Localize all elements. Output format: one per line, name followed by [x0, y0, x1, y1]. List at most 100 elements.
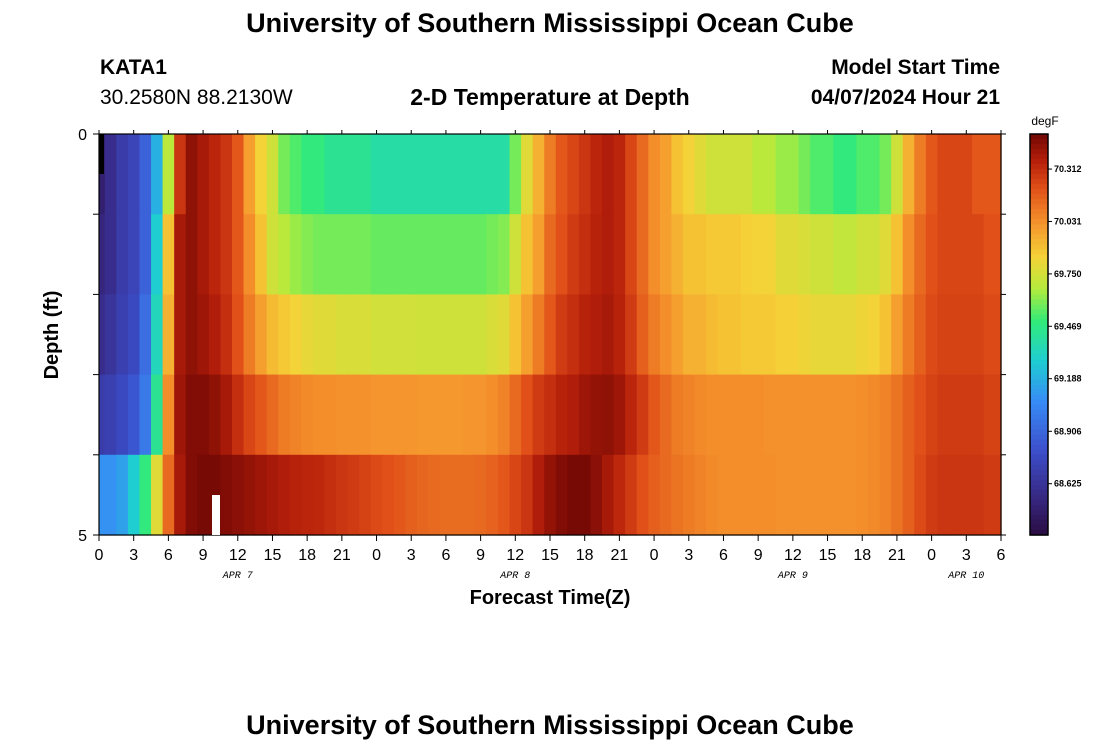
- heatmap-cell: [359, 134, 372, 215]
- heatmap-cell: [948, 214, 962, 295]
- bottom-title: University of Southern Mississippi Ocean…: [246, 710, 854, 740]
- heatmap-cell: [948, 294, 962, 376]
- heatmap-cell: [532, 134, 545, 215]
- heatmap-cell: [810, 214, 823, 295]
- heatmap-cell: [393, 134, 407, 215]
- gap-marker: [212, 495, 220, 535]
- heatmap-cell: [636, 374, 649, 456]
- heatmap-cell: [729, 294, 742, 376]
- colorbar-segment: [1030, 419, 1048, 426]
- heatmap-cell: [497, 454, 511, 536]
- heatmap-cell: [821, 454, 834, 536]
- heatmap-cell: [602, 294, 615, 376]
- y-axis: 05: [78, 127, 1006, 545]
- heatmap-cell: [787, 294, 800, 376]
- colorbar-segment: [1030, 364, 1048, 371]
- x-tick-label: 18: [298, 547, 316, 564]
- colorbar-segment: [1030, 474, 1048, 481]
- surface-marker: [99, 134, 104, 174]
- heatmap-cell: [856, 294, 869, 376]
- heatmap-cell: [798, 454, 811, 536]
- heatmap-cell: [717, 294, 730, 376]
- colorbar-segment: [1030, 234, 1048, 240]
- colorbar: 70.312 70.031 69.750 69.469 69.188 68.906 68.6…: [1029, 133, 1082, 536]
- heatmap-cell: [729, 374, 742, 456]
- colorbar-segment: [1030, 494, 1048, 501]
- heatmap-cell: [243, 214, 256, 295]
- heatmap-cell: [139, 454, 152, 536]
- heatmap-cell: [359, 454, 372, 536]
- heatmap-cell: [729, 214, 742, 295]
- heatmap-cell: [995, 214, 1002, 295]
- heatmap-cell: [868, 214, 881, 295]
- heatmap-cell: [486, 294, 499, 376]
- heatmap-cell: [289, 134, 302, 215]
- colorbar-tick-label: 70.312: [1054, 164, 1082, 174]
- heatmap-cell: [544, 454, 557, 536]
- heatmap-cell: [451, 214, 464, 295]
- day-label: APR 7: [222, 571, 253, 582]
- heatmap-cell: [451, 374, 464, 456]
- heatmap-cell: [324, 294, 337, 376]
- heatmap-cell: [925, 134, 938, 215]
- heatmap-cell: [220, 134, 233, 215]
- station-id: KATA1: [100, 56, 167, 79]
- heatmap-cell: [197, 294, 210, 376]
- colorbar-segment: [1030, 289, 1048, 295]
- heatmap-cell: [613, 214, 626, 295]
- heatmap-cell: [116, 374, 129, 456]
- heatmap-cell: [821, 294, 834, 376]
- heatmap-cell: [810, 374, 823, 456]
- heatmap-cell: [301, 454, 314, 536]
- heatmap-cell: [856, 374, 869, 456]
- heatmap-cell: [717, 454, 730, 536]
- heatmap-cell: [162, 374, 175, 456]
- heatmap-cell: [336, 454, 349, 536]
- heatmap-cell: [382, 374, 395, 456]
- heatmap-cell: [983, 294, 996, 376]
- heatmap-cell: [902, 454, 915, 536]
- x-tick-label: 0: [927, 547, 936, 564]
- heatmap-cell: [567, 454, 580, 536]
- heatmap-cell: [312, 374, 326, 456]
- heatmap-cell: [312, 294, 326, 376]
- colorbar-segment: [1030, 359, 1048, 366]
- heatmap-cell: [127, 374, 141, 456]
- heatmap-cell: [833, 294, 846, 376]
- heatmap-cell: [509, 134, 522, 215]
- heatmap-cell: [555, 214, 568, 295]
- heatmap-cell: [151, 134, 164, 215]
- heatmap-cell: [99, 214, 106, 295]
- heatmap-cell: [99, 454, 106, 536]
- x-tick-label: 0: [372, 547, 381, 564]
- heatmap-cell: [636, 454, 649, 536]
- colorbar-tick-label: 68.906: [1054, 426, 1082, 436]
- heatmap-cell: [544, 374, 557, 456]
- heatmap-cell: [301, 134, 314, 215]
- heatmap-cell: [972, 374, 985, 456]
- heatmap-cell: [440, 294, 453, 376]
- heatmap-cell: [231, 214, 245, 295]
- heatmap-cell: [555, 134, 568, 215]
- heatmap-cell: [208, 214, 222, 295]
- heatmap-cell: [752, 214, 765, 295]
- heatmap-cell: [312, 454, 326, 536]
- heatmap-cell: [463, 294, 476, 376]
- heatmap-cell: [208, 294, 222, 376]
- heatmap-cell: [521, 454, 534, 536]
- heatmap-cell: [578, 214, 592, 295]
- heatmap-cell: [393, 454, 407, 536]
- model-start-label: Model Start Time: [831, 56, 1000, 79]
- heatmap-cell: [983, 214, 996, 295]
- heatmap-cell: [717, 214, 730, 295]
- colorbar-segment: [1030, 384, 1048, 391]
- heatmap-cell: [509, 374, 522, 456]
- heatmap-cell: [879, 374, 892, 456]
- heatmap-cell: [440, 214, 453, 295]
- heatmap-cell: [717, 374, 730, 456]
- heatmap-cell: [116, 134, 129, 215]
- heatmap-cell: [231, 374, 245, 456]
- heatmap-cell: [798, 134, 811, 215]
- heatmap-cell: [763, 134, 777, 215]
- heatmap-cell: [960, 134, 973, 215]
